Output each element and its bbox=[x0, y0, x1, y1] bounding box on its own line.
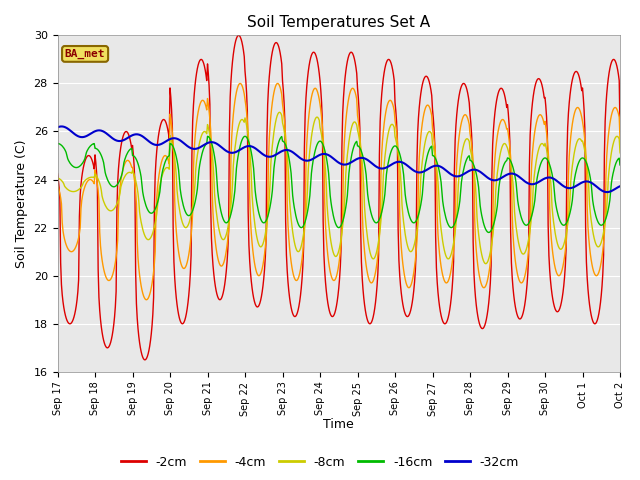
-16cm bbox=[264, 211, 272, 217]
-16cm bbox=[124, 149, 132, 155]
-4cm bbox=[54, 183, 61, 189]
-4cm bbox=[288, 264, 296, 270]
-32cm bbox=[58, 123, 65, 129]
-16cm bbox=[485, 229, 493, 235]
-2cm bbox=[454, 98, 462, 104]
-4cm bbox=[421, 108, 429, 113]
-8cm bbox=[124, 170, 132, 176]
Line: -4cm: -4cm bbox=[58, 84, 640, 300]
-16cm bbox=[420, 172, 428, 178]
-32cm bbox=[287, 148, 295, 154]
Line: -16cm: -16cm bbox=[58, 136, 640, 232]
-8cm bbox=[454, 201, 461, 206]
-2cm bbox=[235, 33, 243, 38]
-4cm bbox=[266, 136, 273, 142]
-32cm bbox=[54, 124, 61, 130]
-2cm bbox=[266, 74, 273, 80]
Line: -8cm: -8cm bbox=[58, 112, 640, 264]
-32cm bbox=[125, 134, 132, 140]
-2cm bbox=[236, 33, 243, 39]
Y-axis label: Soil Temperature (C): Soil Temperature (C) bbox=[15, 139, 28, 268]
-4cm bbox=[124, 157, 132, 163]
-2cm bbox=[124, 130, 132, 136]
-4cm bbox=[454, 141, 462, 146]
-32cm bbox=[235, 148, 243, 154]
Legend: -2cm, -4cm, -8cm, -16cm, -32cm: -2cm, -4cm, -8cm, -16cm, -32cm bbox=[116, 451, 524, 474]
-8cm bbox=[287, 216, 295, 222]
-16cm bbox=[54, 141, 61, 146]
-2cm bbox=[54, 171, 61, 177]
-32cm bbox=[454, 173, 461, 179]
-16cm bbox=[287, 170, 295, 176]
-8cm bbox=[276, 109, 284, 115]
-2cm bbox=[141, 357, 149, 363]
-16cm bbox=[235, 149, 243, 155]
-32cm bbox=[264, 154, 272, 159]
Title: Soil Temperatures Set A: Soil Temperatures Set A bbox=[247, 15, 430, 30]
-8cm bbox=[234, 126, 242, 132]
X-axis label: Time: Time bbox=[323, 419, 354, 432]
-2cm bbox=[421, 74, 429, 80]
-8cm bbox=[264, 213, 271, 219]
-8cm bbox=[420, 146, 428, 152]
-8cm bbox=[482, 261, 490, 266]
-32cm bbox=[420, 168, 428, 174]
Line: -32cm: -32cm bbox=[58, 126, 640, 196]
-16cm bbox=[204, 133, 211, 139]
Text: BA_met: BA_met bbox=[65, 49, 106, 59]
Line: -2cm: -2cm bbox=[58, 36, 640, 360]
-16cm bbox=[454, 211, 461, 217]
-8cm bbox=[54, 175, 61, 180]
-4cm bbox=[237, 81, 244, 86]
-4cm bbox=[143, 297, 150, 303]
-4cm bbox=[235, 82, 243, 87]
-2cm bbox=[288, 308, 296, 314]
